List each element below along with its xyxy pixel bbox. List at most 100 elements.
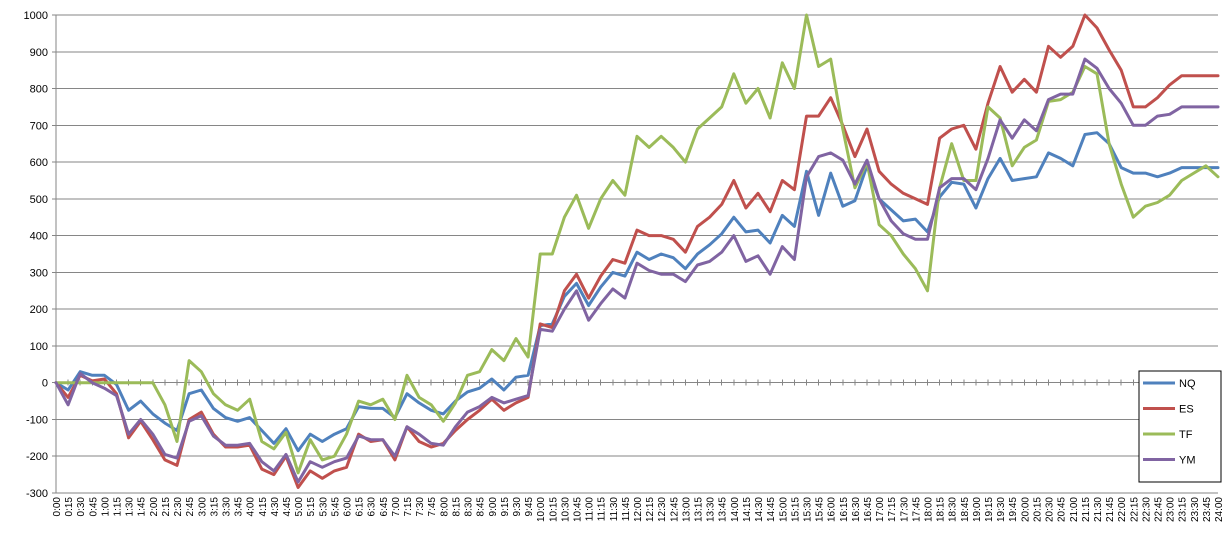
x-tick-label: 10:45 (572, 497, 583, 522)
x-tick-label: 11:45 (621, 497, 632, 522)
x-tick-label: 17:30 (899, 497, 910, 522)
x-tick-label: 23:45 (1202, 497, 1213, 522)
x-tick-label: 14:00 (730, 497, 741, 522)
x-tick-label: 13:30 (706, 497, 717, 522)
y-tick-label: 1000 (24, 10, 48, 22)
x-tick-label: 12:45 (669, 497, 680, 522)
x-tick-label: 16:00 (827, 497, 838, 522)
x-tick-label: 8:30 (464, 497, 475, 517)
x-tick-label: 13:15 (694, 497, 705, 522)
x-tick-label: 23:00 (1166, 497, 1177, 522)
x-tick-label: 23:30 (1190, 497, 1201, 522)
x-tick-label: 7:00 (391, 497, 402, 517)
x-tick-label: 11:15 (597, 497, 608, 522)
x-tick-label: 7:30 (415, 497, 426, 517)
legend-label-es: ES (1179, 404, 1194, 416)
x-tick-label: 1:00 (100, 497, 111, 517)
x-tick-label: 14:15 (742, 497, 753, 522)
x-tick-label: 10:00 (536, 497, 547, 522)
x-tick-label: 17:15 (887, 497, 898, 522)
x-tick-label: 18:30 (948, 497, 959, 522)
x-tick-label: 16:30 (851, 497, 862, 522)
x-tick-label: 12:30 (657, 497, 668, 522)
x-tick-label: 11:00 (585, 497, 596, 522)
x-tick-label: 8:00 (439, 497, 450, 517)
x-tick-label: 13:00 (681, 497, 692, 522)
x-tick-label: 20:45 (1057, 497, 1068, 522)
x-tick-label: 0:30 (76, 497, 87, 517)
legend-label-nq: NQ (1179, 378, 1196, 390)
x-tick-label: 5:30 (318, 497, 329, 517)
series-lines (54, 13, 1220, 489)
x-tick-label: 21:15 (1081, 497, 1092, 522)
x-tick-label: 10:30 (560, 497, 571, 522)
x-tick-label: 21:30 (1093, 497, 1104, 522)
x-tick-label: 22:45 (1153, 497, 1164, 522)
x-tick-label: 3:30 (221, 497, 232, 517)
x-tick-label: 7:45 (427, 497, 438, 517)
y-tick-label: 200 (30, 304, 48, 316)
x-tick-label: 2:30 (173, 497, 184, 517)
x-tick-label: 12:00 (633, 497, 644, 522)
y-tick-label: -200 (26, 451, 48, 463)
x-tick-label: 15:00 (778, 497, 789, 522)
x-tick-label: 20:00 (1020, 497, 1031, 522)
x-tick-label: 9:15 (500, 497, 511, 517)
x-tick-label: 19:00 (972, 497, 983, 522)
x-tick-label: 7:15 (403, 497, 414, 517)
y-tick-label: 300 (30, 267, 48, 279)
y-tick-label: 800 (30, 84, 48, 96)
x-tick-label: 5:15 (306, 497, 317, 517)
x-tick-label: 18:45 (960, 497, 971, 522)
x-tick-label: 3:45 (234, 497, 245, 517)
x-tick-label: 16:45 (863, 497, 874, 522)
x-tick-label: 1:15 (113, 497, 124, 517)
y-tick-label: 0 (42, 378, 48, 390)
x-tick-label: 2:45 (185, 497, 196, 517)
x-tick-label: 23:15 (1178, 497, 1189, 522)
x-tick-label: 2:15 (161, 497, 172, 517)
x-tick-label: 20:30 (1045, 497, 1056, 522)
x-tick-label: 21:00 (1069, 497, 1080, 522)
x-tick-label: 19:30 (996, 497, 1007, 522)
x-tick-label: 0:45 (88, 497, 99, 517)
x-tick-label: 6:45 (379, 497, 390, 517)
y-tick-label: 400 (30, 231, 48, 243)
series-line-nq (54, 131, 1220, 453)
x-tick-label: 10:15 (548, 497, 559, 522)
y-tick-label: 600 (30, 157, 48, 169)
y-tick-label: 900 (30, 47, 48, 59)
x-tick-label: 18:15 (936, 497, 947, 522)
x-tick-label: 0:00 (52, 497, 63, 517)
x-tick-label: 1:45 (137, 497, 148, 517)
legend-label-tf: TF (1179, 429, 1193, 441)
series-line-tf (54, 13, 1220, 475)
x-tick-label: 5:45 (330, 497, 341, 517)
x-tick-label: 14:30 (754, 497, 765, 522)
x-tick-label: 8:45 (476, 497, 487, 517)
x-tick-label: 9:45 (524, 497, 535, 517)
x-tick-label: 24:00 (1214, 497, 1225, 522)
x-tick-label: 17:00 (875, 497, 886, 522)
legend-box (1138, 370, 1222, 483)
x-tick-label: 9:00 (488, 497, 499, 517)
x-tick-label: 21:45 (1105, 497, 1116, 522)
x-tick-label: 4:30 (270, 497, 281, 517)
x-tick-label: 15:30 (802, 497, 813, 522)
y-tick-label: 100 (30, 341, 48, 353)
x-tick-label: 2:00 (149, 497, 160, 517)
x-tick-label: 22:15 (1129, 497, 1140, 522)
y-tick-label: -300 (26, 488, 48, 500)
x-tick-label: 6:15 (355, 497, 366, 517)
x-tick-label: 17:45 (911, 497, 922, 522)
x-tick-label: 19:15 (984, 497, 995, 522)
y-tick-label: -100 (26, 414, 48, 426)
x-tick-label: 15:45 (815, 497, 826, 522)
x-tick-label: 18:00 (924, 497, 935, 522)
x-tick-label: 13:45 (718, 497, 729, 522)
x-tick-label: 8:15 (451, 497, 462, 517)
x-tick-label: 12:15 (645, 497, 656, 522)
x-tick-label: 3:00 (197, 497, 208, 517)
